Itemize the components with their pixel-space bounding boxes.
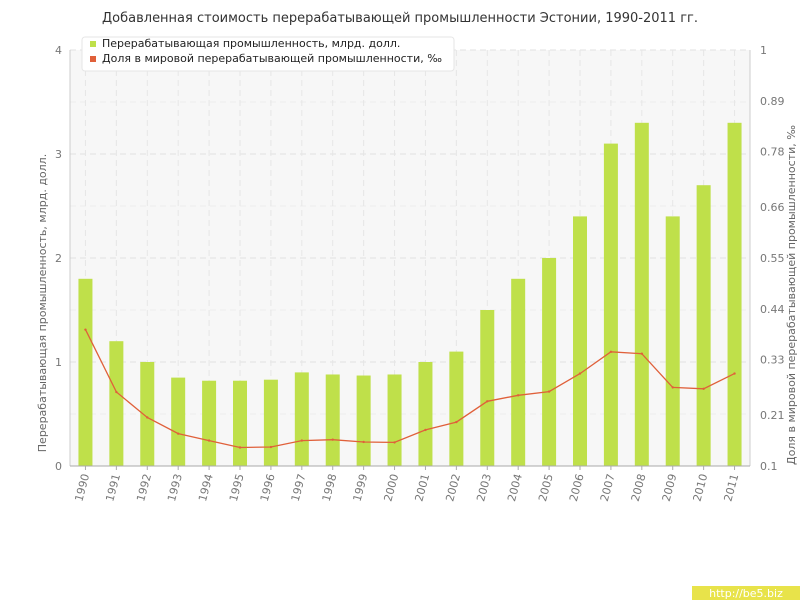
bar	[356, 375, 371, 466]
x-axis-ticks: 1990 1991 1992 1993 1994 1995 1996 1997 1998 1999…	[72, 466, 741, 503]
chart-title: Добавленная стоимость перерабатывающей п…	[102, 11, 698, 26]
y2-axis-title: Доля в мировой перерабатывающей промышле…	[785, 125, 798, 465]
x-tick-label: 1990	[72, 472, 92, 502]
x-tick-label: 2007	[598, 472, 618, 502]
x-tick-label: 1994	[196, 472, 216, 502]
y2-tick-label: 0.1	[760, 460, 778, 473]
line-point	[269, 445, 273, 449]
y2-tick-label: 0.66	[760, 201, 785, 214]
bar	[418, 362, 433, 466]
line-point	[486, 400, 489, 403]
bar	[727, 122, 742, 467]
bar	[542, 258, 557, 466]
x-tick-label: 2002	[443, 472, 463, 502]
bar	[78, 278, 93, 466]
y-tick-label: 3	[55, 148, 62, 161]
legend-box	[81, 36, 455, 72]
bar	[233, 380, 247, 466]
bar	[603, 143, 618, 466]
bar	[665, 216, 680, 466]
y2-tick-label: 0.89	[760, 95, 785, 108]
legend-swatch-bar	[90, 41, 96, 47]
line-point	[115, 390, 118, 394]
line-point	[424, 428, 427, 432]
x-tick-label: 2010	[691, 472, 711, 502]
line-point	[609, 350, 613, 354]
bar	[109, 341, 124, 466]
line-point	[207, 439, 211, 442]
x-tick-label: 1991	[103, 472, 123, 502]
line-point	[393, 441, 396, 444]
line-point	[671, 386, 674, 389]
bar	[325, 374, 340, 466]
bar	[202, 380, 217, 466]
y2-tick-label: 0.44	[760, 303, 785, 316]
bar	[140, 362, 155, 466]
x-tick-label: 2009	[660, 472, 680, 502]
y-axis-ticks: 0 1 2 3 4	[55, 44, 62, 473]
watermark-text: http://be5.biz	[709, 587, 783, 600]
y2-axis-ticks: 0.1 0.21 0.33 0.44 0.55 0.66 0.78 0.89 1	[760, 44, 785, 473]
line-point	[516, 394, 520, 397]
y-axis-title: Перерабатывающая промышленность, млрд. д…	[36, 154, 49, 452]
x-tick-label: 1993	[165, 472, 185, 502]
line-point	[300, 439, 304, 442]
x-tick-label: 2001	[412, 472, 432, 502]
line-point	[640, 352, 644, 355]
y2-tick-label: 0.33	[760, 354, 785, 367]
line-point	[702, 387, 705, 391]
y2-tick-label: 0.78	[760, 146, 785, 159]
bar	[573, 216, 587, 466]
line-point	[84, 328, 87, 331]
x-tick-label: 1997	[289, 472, 309, 502]
y-tick-label: 0	[55, 460, 62, 473]
y-tick-label: 4	[55, 44, 62, 57]
line-point	[455, 420, 458, 424]
bar	[294, 372, 309, 466]
x-tick-label: 2003	[474, 472, 494, 502]
line-point	[238, 446, 242, 449]
line-point	[578, 372, 582, 375]
y-tick-label: 1	[55, 356, 62, 369]
x-tick-label: 1992	[134, 472, 154, 502]
bar	[634, 122, 649, 467]
x-tick-label: 1996	[258, 472, 278, 502]
line-point	[331, 438, 334, 441]
x-tick-label: 2000	[382, 472, 402, 502]
legend: Перерабатывающая промышленность, млрд. д…	[81, 36, 455, 72]
line-point	[547, 390, 551, 393]
line-series	[84, 328, 736, 449]
watermark: http://be5.biz	[692, 586, 800, 600]
line-point	[176, 432, 180, 435]
x-tick-label: 2011	[722, 472, 742, 502]
bar	[449, 351, 464, 466]
x-tick-label: 1999	[351, 472, 371, 502]
bar	[171, 377, 186, 466]
y-tick-label: 2	[55, 252, 62, 265]
bar-series	[78, 122, 742, 467]
x-tick-label: 1998	[320, 472, 340, 502]
x-tick-label: 2004	[505, 472, 525, 502]
bar	[387, 374, 402, 466]
y2-tick-label: 1	[760, 44, 767, 57]
y2-tick-label: 0.21	[760, 409, 785, 422]
line-point	[362, 440, 365, 444]
x-tick-label: 2006	[567, 472, 587, 502]
x-tick-label: 2008	[629, 472, 649, 502]
legend-label-bar: Перерабатывающая промышленность, млрд. д…	[102, 37, 400, 50]
series-line	[84, 329, 735, 449]
line-point	[733, 372, 736, 375]
bar	[263, 379, 278, 466]
x-tick-label: 1995	[227, 472, 247, 502]
line-point	[146, 416, 149, 419]
legend-swatch-line	[90, 56, 96, 62]
bar	[511, 278, 526, 466]
x-tick-label: 2005	[536, 472, 556, 502]
bar	[696, 185, 711, 466]
watermark-background	[692, 586, 800, 600]
y2-tick-label: 0.55	[760, 252, 785, 265]
bar	[480, 310, 495, 466]
legend-label-line: Доля в мировой перерабатывающей промышле…	[102, 52, 442, 65]
